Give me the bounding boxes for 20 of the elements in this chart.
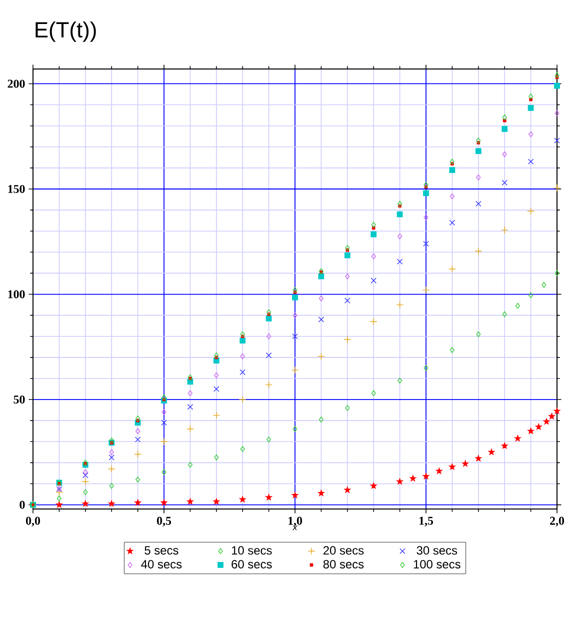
y-tick-label: 150 xyxy=(8,184,25,194)
y-tick-label: 0 xyxy=(20,500,25,509)
legend-label: 5 secs xyxy=(144,546,178,555)
legend-label: 60 secs xyxy=(232,560,272,568)
x-tick-label: 0,0 xyxy=(26,516,40,527)
x-tick-label: 0,5 xyxy=(156,516,172,527)
y-tick-label: 50 xyxy=(14,395,25,404)
legend-label: 40 secs xyxy=(141,560,182,568)
x-tick-label: 2,0 xyxy=(550,516,564,527)
legend-label: 20 secs xyxy=(323,546,364,555)
legend-label: 80 secs xyxy=(323,560,364,568)
legend-label: 100 secs xyxy=(414,560,460,568)
y-tick-label: 100 xyxy=(8,290,25,298)
chart-title: E(T(t)) xyxy=(36,21,96,42)
legend-label: 10 secs xyxy=(232,546,272,555)
x-axis-title: x xyxy=(292,525,298,530)
legend-label: 30 secs xyxy=(416,546,458,555)
x-tick-label: 1,0 xyxy=(288,516,302,527)
x-tick-label: 1,5 xyxy=(419,516,434,527)
y-tick-label: 200 xyxy=(8,80,25,88)
